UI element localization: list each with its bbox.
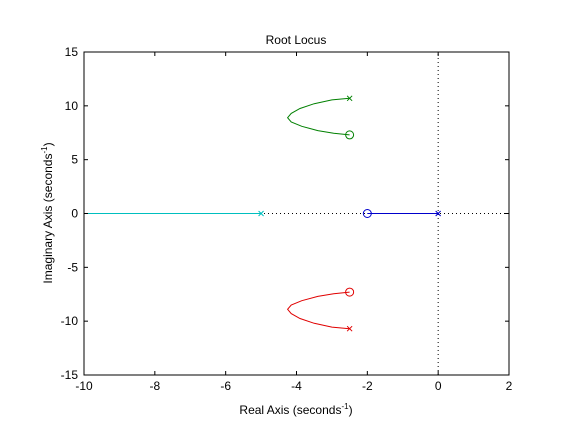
pole-marker — [346, 95, 353, 102]
y-tick-label: 10 — [65, 99, 79, 113]
x-tick-label: 2 — [506, 379, 513, 393]
x-tick-label: -4 — [291, 379, 302, 393]
x-tick-label: -6 — [220, 379, 231, 393]
zero-marker — [362, 209, 372, 218]
y-tick-label: 0 — [71, 207, 78, 221]
pole-marker — [258, 210, 264, 217]
pole-marker — [435, 210, 442, 217]
x-axis-label: Real Axis (seconds-1) — [239, 402, 352, 417]
pole-marker — [346, 325, 353, 332]
locus-branch-4 — [286, 291, 350, 330]
chart-title: Root Locus — [266, 33, 327, 47]
y-axis-ticks: -15 -10 -5 0 5 10 15 — [61, 45, 509, 382]
x-axis-ticks: -10 -8 -6 -4 -2 0 2 — [75, 52, 513, 393]
y-tick-label: 15 — [65, 45, 79, 59]
reference-lines — [84, 52, 509, 375]
y-tick-label: -5 — [67, 260, 78, 274]
x-tick-label: 0 — [435, 379, 442, 393]
locus-branches — [84, 97, 439, 330]
y-tick-label: -15 — [61, 368, 79, 382]
zero-marker — [345, 130, 355, 140]
y-axis-label: Imaginary Axis (seconds-1) — [40, 142, 55, 283]
zero-marker — [345, 287, 355, 297]
locus-branch-3 — [286, 97, 350, 136]
pole-markers — [258, 95, 442, 332]
x-tick-label: -2 — [362, 379, 373, 393]
zero-markers — [345, 130, 372, 297]
x-tick-label: -10 — [75, 379, 93, 393]
y-tick-label: 5 — [71, 153, 78, 167]
y-tick-label: -10 — [61, 314, 79, 328]
x-tick-label: -8 — [149, 379, 160, 393]
